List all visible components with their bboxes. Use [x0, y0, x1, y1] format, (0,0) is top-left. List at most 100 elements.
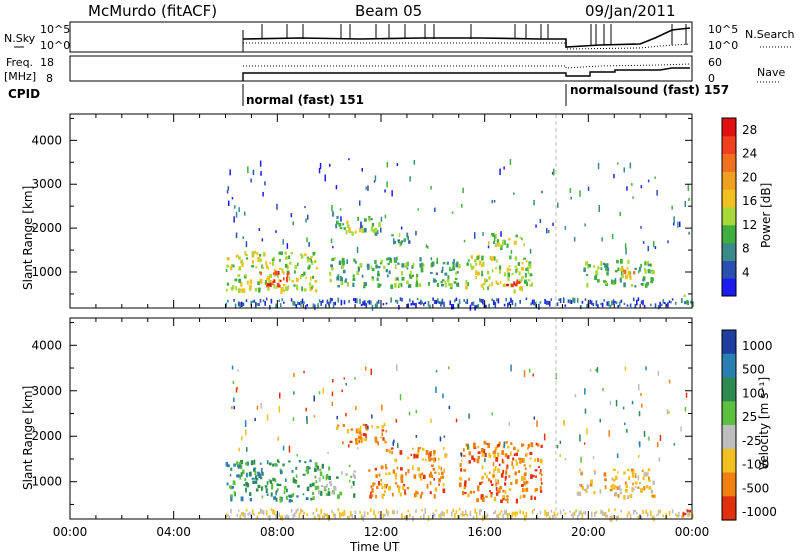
speckle-cell — [365, 186, 367, 190]
echo-cell — [375, 474, 378, 478]
nsky-trace-line — [242, 27, 691, 48]
speckle-cell — [592, 456, 595, 460]
echo-cell — [397, 241, 401, 244]
scatter-cell — [524, 515, 526, 521]
echo-cell — [604, 263, 607, 268]
echo-cell — [416, 274, 419, 278]
echo-cell — [370, 491, 372, 495]
echo-cell — [246, 280, 249, 285]
echo-cell — [392, 469, 395, 474]
echo-cell — [279, 267, 282, 270]
scatter-cell — [510, 297, 512, 303]
speckle-cell — [241, 436, 243, 441]
speckle-cell — [508, 422, 511, 426]
colorbar-swatch — [722, 330, 736, 355]
echo-cell — [274, 478, 277, 483]
speckle-cell — [687, 184, 690, 191]
echo-cell — [280, 286, 284, 290]
speckle-cell — [276, 203, 278, 210]
echo-cell — [248, 471, 252, 477]
echo-cell — [449, 283, 453, 288]
scatter-cell — [304, 305, 307, 310]
echo-cell — [269, 480, 273, 484]
scatter-cell — [419, 515, 422, 518]
echo-cell — [515, 459, 518, 463]
echo-cell — [321, 463, 324, 469]
echo-cell — [530, 474, 533, 479]
scatter-cell — [558, 298, 560, 301]
echo-cell — [273, 269, 276, 273]
scatter-cell — [678, 511, 680, 518]
echo-cell — [453, 281, 457, 284]
speckle-cell — [658, 457, 661, 462]
echo-cell — [487, 443, 491, 449]
speckle-cell — [381, 404, 383, 411]
nave-tick-top: 60 — [708, 56, 722, 69]
echo-cell — [381, 486, 384, 489]
echo-cell — [433, 450, 436, 454]
scatter-cell — [321, 515, 324, 520]
scatter-cell — [385, 302, 388, 305]
scatter-cell — [657, 305, 660, 310]
echo-cell — [613, 279, 617, 284]
echo-cell — [355, 437, 358, 442]
echo-cell — [353, 258, 356, 262]
echo-cell — [652, 480, 655, 485]
echo-cell — [377, 441, 379, 446]
echo-cell — [229, 474, 232, 477]
x-tick-label: 20:00 — [571, 525, 606, 539]
scatter-cell — [236, 513, 238, 517]
echo-cell — [328, 488, 330, 491]
echo-cell — [367, 265, 370, 270]
echo-cell — [494, 256, 496, 261]
scatter-cell — [314, 515, 316, 520]
speckle-cell — [245, 429, 247, 436]
scatter-cell — [590, 300, 593, 305]
echo-cell — [346, 259, 349, 264]
scatter-cell — [645, 509, 647, 514]
scatter-cell — [620, 509, 623, 513]
speckle-cell — [579, 190, 581, 197]
echo-cell — [631, 468, 633, 472]
echo-cell — [412, 465, 414, 470]
speckle-cell — [229, 169, 231, 176]
echo-cell — [364, 282, 368, 286]
echo-cell — [390, 284, 394, 289]
echo-cell — [509, 255, 512, 260]
echo-cell — [508, 265, 511, 268]
echo-cell — [480, 284, 484, 288]
speckle-cell — [487, 245, 490, 249]
echo-cell — [620, 271, 623, 275]
speckle-cell — [293, 391, 295, 395]
scatter-cell — [241, 301, 243, 307]
echo-cell — [378, 283, 382, 287]
y-tick-label: 1000 — [31, 265, 62, 279]
echo-cell — [309, 286, 312, 292]
echo-cell — [285, 255, 288, 260]
scatter-cell — [595, 510, 598, 514]
echo-cell — [246, 461, 249, 466]
echo-cell — [518, 271, 521, 276]
scatter-cell — [454, 513, 456, 518]
echo-cell — [397, 485, 401, 489]
echo-cell — [374, 467, 377, 471]
echo-cell — [604, 282, 608, 285]
scatter-cell — [671, 298, 674, 301]
echo-cell — [361, 225, 364, 229]
colorbar-swatch — [722, 472, 736, 497]
speckle-cell — [313, 395, 315, 402]
echo-cell — [513, 240, 517, 245]
scatter-cell — [662, 299, 665, 304]
scatter-cell — [367, 300, 369, 304]
echo-cell — [496, 239, 500, 244]
echo-cell — [430, 257, 433, 261]
scatter-cell — [423, 513, 425, 519]
echo-cell — [442, 447, 445, 450]
speckle-cell — [685, 392, 688, 398]
scatter-cell — [250, 300, 252, 307]
echo-cell — [397, 239, 400, 242]
freq-trace-line — [242, 67, 690, 81]
speckle-cell — [242, 236, 244, 240]
scatter-cell — [398, 304, 400, 310]
